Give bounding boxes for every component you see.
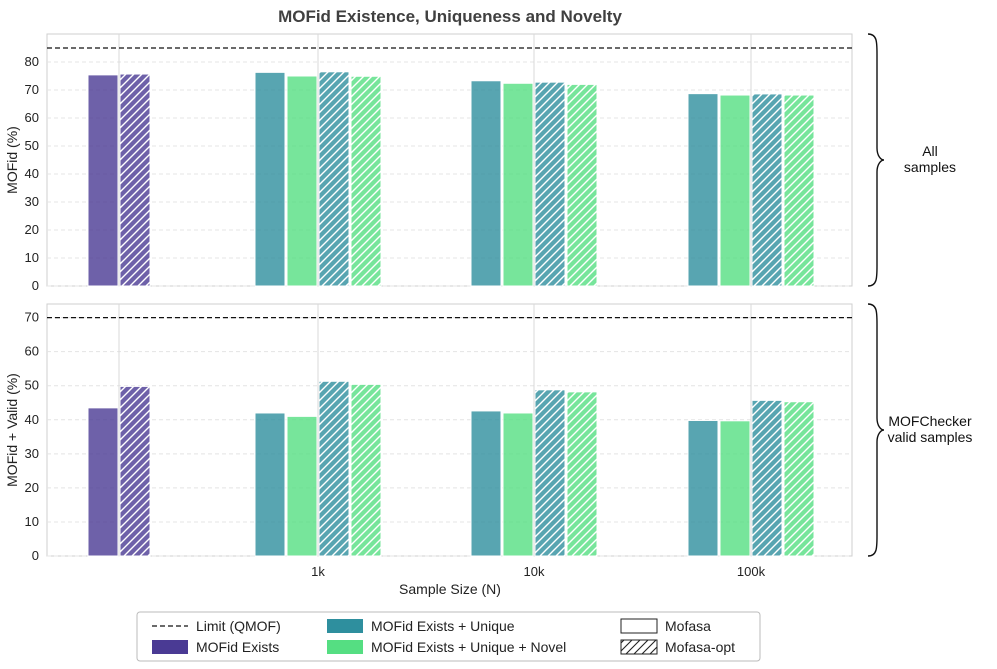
- y-tick-label: 20: [25, 222, 39, 237]
- bar-mofid-exists-unique-novel-mofasa: [502, 82, 534, 287]
- legend-box: [136, 611, 761, 662]
- bar-hatch: [319, 71, 349, 286]
- legend: Limit (QMOF) MOFid Exists + Unique Mofasa M…: [136, 611, 761, 662]
- bar-hatch: [535, 389, 565, 556]
- bar-mofid-exists-unique-novel-mofasa: [286, 75, 318, 287]
- brace: [867, 303, 885, 557]
- bar-hatch: [752, 400, 782, 556]
- chart-title: MOFid Existence, Uniqueness and Novelty: [278, 7, 622, 26]
- y-tick-label: 50: [25, 378, 39, 393]
- y-tick-label: 0: [32, 278, 39, 293]
- y-tick-label: 20: [25, 480, 39, 495]
- panel-2: 0 10 20 30 40 50 60 70 MOFid + Valid (%) MOFCheck…: [4, 303, 973, 563]
- bar-mofid-exists-unique-mofasa: [254, 412, 286, 557]
- bar-mofid-exists-mofasa: [87, 74, 119, 287]
- bar-mofid-exists-mofasa: [87, 407, 119, 557]
- brace: [867, 33, 885, 287]
- legend-swatch-mofasa: [620, 618, 658, 634]
- y-tick-label: 70: [25, 310, 39, 325]
- y-axis-label: MOFid (%): [4, 126, 20, 194]
- y-tick-label: 80: [25, 54, 39, 69]
- legend-label: MOFid Exists + Unique + Novel: [371, 639, 566, 655]
- legend-label: Mofasa-opt: [665, 639, 735, 655]
- legend-swatch: [152, 640, 188, 654]
- bar-hatch: [752, 93, 782, 286]
- y-tick-label: 30: [25, 446, 39, 461]
- bar-mofid-exists-unique-novel-mofasa: [286, 415, 318, 557]
- bar-mofid-exists-unique-mofasa: [687, 419, 719, 557]
- brace-label: valid samples: [888, 429, 973, 445]
- x-tick-label: 10k: [524, 564, 545, 579]
- brace-label: All: [922, 143, 938, 159]
- legend-swatch: [327, 619, 363, 633]
- bar-hatch: [351, 384, 381, 556]
- legend-swatch: [327, 640, 363, 654]
- y-tick-label: 10: [25, 250, 39, 265]
- y-tick-label: 0: [32, 548, 39, 563]
- y-tick-label: 10: [25, 514, 39, 529]
- bar-hatch: [567, 84, 597, 287]
- y-tick-label: 70: [25, 82, 39, 97]
- brace-label: MOFChecker: [888, 413, 972, 429]
- legend-label: Limit (QMOF): [196, 618, 281, 634]
- x-tick-label: 100k: [737, 564, 766, 579]
- bar-mofid-exists-unique-novel-mofasa: [719, 420, 751, 557]
- bar-mofid-exists-unique-novel-mofasa: [502, 412, 534, 557]
- bar-hatch: [120, 386, 150, 556]
- legend-label: MOFid Exists + Unique: [371, 618, 515, 634]
- bar-hatch: [120, 74, 150, 286]
- bar-mofid-exists-unique-novel-mofasa: [719, 94, 751, 287]
- y-tick-label: 30: [25, 194, 39, 209]
- y-tick-label: 40: [25, 166, 39, 181]
- y-tick-label: 50: [25, 138, 39, 153]
- bar-hatch: [784, 95, 814, 286]
- brace-label: samples: [904, 159, 956, 175]
- bar-hatch: [784, 401, 814, 556]
- y-axis-label: MOFid + Valid (%): [4, 373, 20, 487]
- bar-mofid-exists-unique-mofasa: [687, 93, 719, 287]
- x-axis-label: Sample Size (N): [399, 581, 501, 597]
- bar-mofid-exists-unique-mofasa: [254, 71, 286, 287]
- legend-label: Mofasa: [665, 618, 711, 634]
- bar-mofid-exists-unique-mofasa: [470, 410, 502, 557]
- y-tick-label: 60: [25, 110, 39, 125]
- x-tick-label: 1k: [311, 564, 325, 579]
- bar-mofid-exists-unique-mofasa: [470, 80, 502, 287]
- y-tick-label: 60: [25, 344, 39, 359]
- legend-label: MOFid Exists: [196, 639, 279, 655]
- bar-hatch: [319, 381, 349, 556]
- y-tick-label: 40: [25, 412, 39, 427]
- bar-hatch: [351, 76, 381, 286]
- legend-swatch-mofasa-opt: [620, 639, 658, 655]
- bar-hatch: [567, 391, 597, 556]
- bar-hatch: [535, 82, 565, 286]
